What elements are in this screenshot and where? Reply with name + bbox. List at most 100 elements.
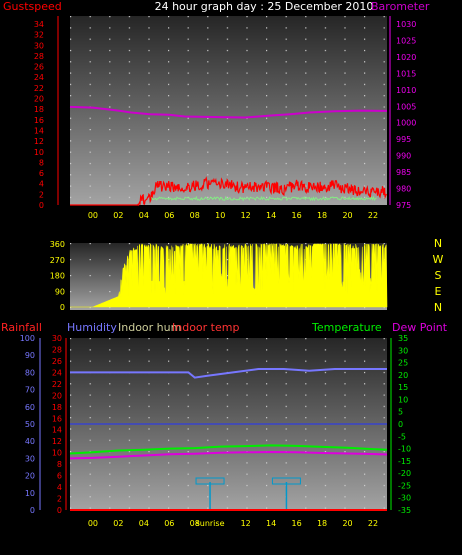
compass-letter: N [434,237,442,250]
compass-letter: E [435,285,442,298]
temp-tick-label: -15 [398,457,411,466]
temp-tick-label: 10 [398,395,408,404]
gust-tick-label: 30 [34,41,44,50]
gust-tick-label: 8 [39,158,44,167]
rain-tick-label: 2 [57,495,62,504]
hour-tick-label: 06 [164,519,174,528]
hour-tick-label: 16 [292,211,302,220]
rain-tick-label: 30 [52,334,62,343]
baro-tick-label: 990 [396,152,411,161]
gust-tick-label: 0 [39,201,44,210]
gust-tick-label: 22 [34,84,44,93]
hour-tick-label: 12 [241,519,251,528]
humidity-tick-label: 100 [20,334,35,343]
gust-tick-label: 14 [34,126,44,135]
gust-tick-label: 10 [34,148,44,157]
gust-tick-label: 28 [34,52,44,61]
baro-tick-label: 1005 [396,102,416,111]
hour-tick-label: 06 [164,211,174,220]
rain-tick-label: 26 [52,357,62,366]
hour-tick-label: 18 [317,211,327,220]
temp-tick-label: -35 [398,506,411,515]
rain-tick-label: 10 [52,449,62,458]
temp-tick-label: 35 [398,334,408,343]
hour-tick-label: 14 [266,211,276,220]
baro-series [69,105,388,119]
temp-tick-label: -20 [398,469,411,478]
hour-tick-label: 08 [190,211,200,220]
baro-tick-label: 1025 [396,36,416,45]
hour-tick-label: 20 [342,519,352,528]
humidity-tick-label: 10 [25,489,35,498]
dir-tick-label: 180 [50,272,65,281]
hour-tick-label: 02 [113,211,123,220]
dir-tick-label: 270 [50,256,65,265]
humidity-label: Humidity [67,321,117,334]
rain-tick-label: 4 [57,483,62,492]
baro-tick-label: 1000 [396,119,416,128]
dir-tick-label: 90 [55,287,65,296]
sunset-tag [271,477,301,485]
dewpoint-label: Dew Point [392,321,448,334]
baro-axis-label: Barometer [371,0,430,13]
hour-tick-label: 22 [368,519,378,528]
baro-tick-label: 985 [396,168,411,177]
temp-tick-label: 15 [398,383,408,392]
wind-direction-series [70,242,388,308]
temp-tick-label: 25 [398,359,408,368]
compass-letter: W [433,253,444,266]
humidity-tick-label: 60 [25,403,35,412]
gust-tick-label: 12 [34,137,44,146]
rain-tick-label: 20 [52,391,62,400]
hour-tick-label: 12 [241,211,251,220]
dir-tick-label: 360 [50,240,65,249]
indoor-hum-label: Indoor hum [118,321,181,334]
baro-tick-label: 995 [396,135,411,144]
rain-tick-label: 22 [52,380,62,389]
gust-series [70,176,387,207]
compass-letter: S [435,269,442,282]
temperature-label: Temperature [311,321,382,334]
gust-tick-label: 18 [34,105,44,114]
hour-tick-label: 00 [88,519,98,528]
baro-tick-label: 975 [396,201,411,210]
temp-tick-label: 5 [398,408,403,417]
rain-tick-label: 14 [52,426,62,435]
gust-tick-label: 32 [34,31,44,40]
humidity-tick-label: 80 [25,368,35,377]
humidity-tick-label: 30 [25,454,35,463]
baro-tick-label: 980 [396,185,411,194]
humidity-series [70,368,387,379]
rain-tick-label: 12 [52,437,62,446]
chart-title: 24 hour graph day : 25 December 2010 [155,0,374,13]
baro-tick-label: 1010 [396,86,416,95]
temp-tick-label: 20 [398,371,408,380]
temp-tick-label: 0 [398,420,403,429]
baro-tick-label: 1020 [396,53,416,62]
hour-tick-label: 14 [266,519,276,528]
hour-tick-label: 18 [317,519,327,528]
gust-tick-label: 2 [39,190,44,199]
humidity-tick-label: 90 [25,351,35,360]
hour-tick-label: 22 [368,211,378,220]
rain-tick-label: 16 [52,414,62,423]
temp-tick-label: -30 [398,494,411,503]
humidity-tick-label: 0 [30,506,35,515]
gust-tick-label: 34 [34,20,44,29]
humidity-tick-label: 20 [25,472,35,481]
rain-tick-label: 8 [57,460,62,469]
rain-tick-label: 28 [52,345,62,354]
gust-tick-label: 26 [34,63,44,72]
humidity-tick-label: 50 [25,420,35,429]
gust-tick-label: 6 [39,169,44,178]
sunrise-tag [195,477,225,485]
hour-tick-label: 20 [342,211,352,220]
temp-tick-label: -10 [398,445,411,454]
humidity-tick-label: 40 [25,437,35,446]
hour-tick-label: 16 [292,519,302,528]
rain-tick-label: 24 [52,368,62,377]
